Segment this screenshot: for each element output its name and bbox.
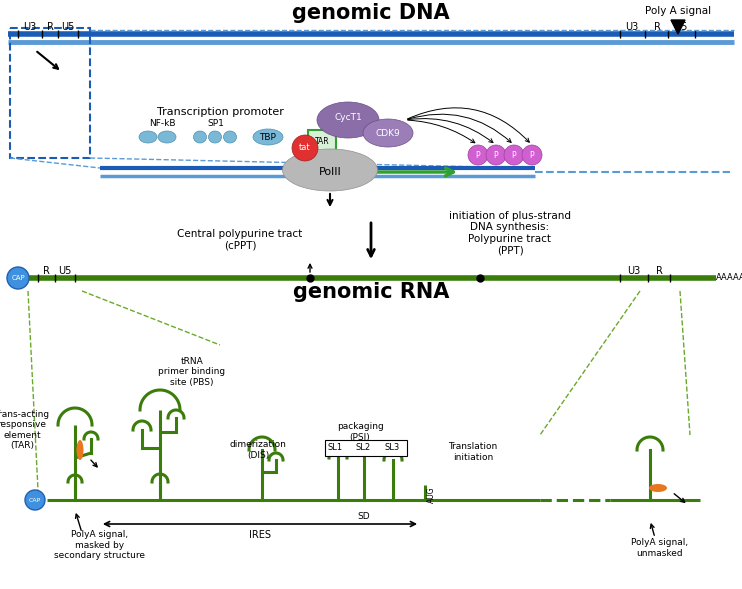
Text: TAR: TAR [315, 137, 329, 145]
Ellipse shape [363, 119, 413, 147]
Text: U3: U3 [628, 266, 640, 276]
Bar [325, 440, 407, 456]
Text: NF-kB: NF-kB [148, 120, 175, 128]
Ellipse shape [76, 440, 84, 460]
Text: SD: SD [358, 512, 370, 521]
Text: P: P [530, 151, 534, 160]
Circle shape [486, 145, 506, 165]
Text: CAP: CAP [29, 498, 41, 502]
Ellipse shape [194, 131, 206, 143]
Polygon shape [671, 20, 685, 34]
Text: Poly A signal: Poly A signal [645, 6, 711, 16]
Text: Transcription promoter: Transcription promoter [157, 107, 283, 117]
Text: initiation of plus-strand
DNA synthesis:
Polypurine tract
(PPT): initiation of plus-strand DNA synthesis:… [449, 211, 571, 256]
Text: AUG: AUG [427, 487, 436, 504]
Text: R: R [656, 266, 663, 276]
Text: packaging
(PSI): packaging (PSI) [337, 422, 384, 442]
Circle shape [504, 145, 524, 165]
Ellipse shape [209, 131, 222, 143]
Text: PolyA signal,
masked by
secondary structure: PolyA signal, masked by secondary struct… [54, 530, 145, 560]
Text: R: R [654, 22, 660, 32]
Text: CDK9: CDK9 [375, 128, 401, 137]
Text: U5: U5 [59, 266, 72, 276]
Text: U3: U3 [626, 22, 639, 32]
Text: SL2: SL2 [355, 444, 370, 452]
Text: IRES: IRES [249, 530, 271, 540]
Ellipse shape [649, 484, 667, 492]
Text: U5: U5 [62, 22, 75, 32]
Text: P: P [476, 151, 480, 160]
Text: U3: U3 [24, 22, 36, 32]
Text: P: P [512, 151, 516, 160]
Text: genomic RNA: genomic RNA [293, 282, 449, 302]
Circle shape [522, 145, 542, 165]
Text: CycT1: CycT1 [334, 112, 362, 121]
Circle shape [292, 135, 318, 161]
Ellipse shape [317, 102, 379, 138]
Text: Trans-acting
responsive
element
(TAR): Trans-acting responsive element (TAR) [0, 410, 50, 450]
Text: dimerization
(DIS): dimerization (DIS) [229, 441, 286, 459]
Ellipse shape [253, 129, 283, 145]
Text: PolyA signal,
unmasked: PolyA signal, unmasked [631, 538, 689, 558]
Text: SP1: SP1 [208, 120, 224, 128]
Text: U5: U5 [674, 22, 688, 32]
Text: P: P [493, 151, 499, 160]
Text: SL1: SL1 [327, 444, 343, 452]
Ellipse shape [283, 149, 378, 191]
Text: TBP: TBP [260, 133, 277, 141]
Text: AAAAAAAAAAAAAAAAAAA: AAAAAAAAAAAAAAAAAAA [716, 273, 742, 283]
Circle shape [7, 267, 29, 289]
Text: Translation
initiation: Translation initiation [448, 442, 498, 462]
Bar [10, 28, 90, 158]
Text: Central polypurine tract
(cPPT): Central polypurine tract (cPPT) [177, 229, 303, 251]
Bar [308, 130, 336, 152]
Text: PolII: PolII [318, 167, 341, 177]
Text: tRNA
primer binding
site (PBS): tRNA primer binding site (PBS) [159, 357, 226, 387]
Ellipse shape [223, 131, 237, 143]
Text: R: R [42, 266, 50, 276]
Text: CAP: CAP [11, 275, 24, 281]
Ellipse shape [139, 131, 157, 143]
Circle shape [25, 490, 45, 510]
Circle shape [468, 145, 488, 165]
Text: genomic DNA: genomic DNA [292, 3, 450, 23]
Text: SL3: SL3 [384, 444, 400, 452]
Text: tat: tat [299, 144, 311, 153]
Ellipse shape [158, 131, 176, 143]
Text: R: R [47, 22, 53, 32]
